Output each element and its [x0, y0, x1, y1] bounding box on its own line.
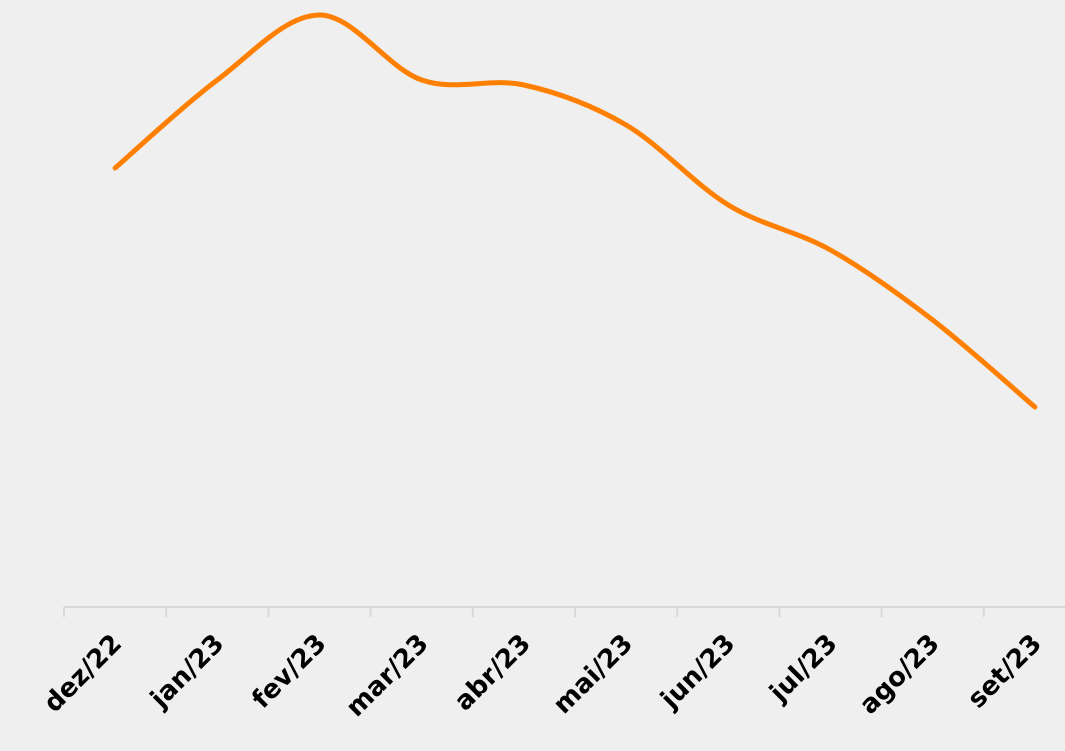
line — [112, 12, 1038, 410]
